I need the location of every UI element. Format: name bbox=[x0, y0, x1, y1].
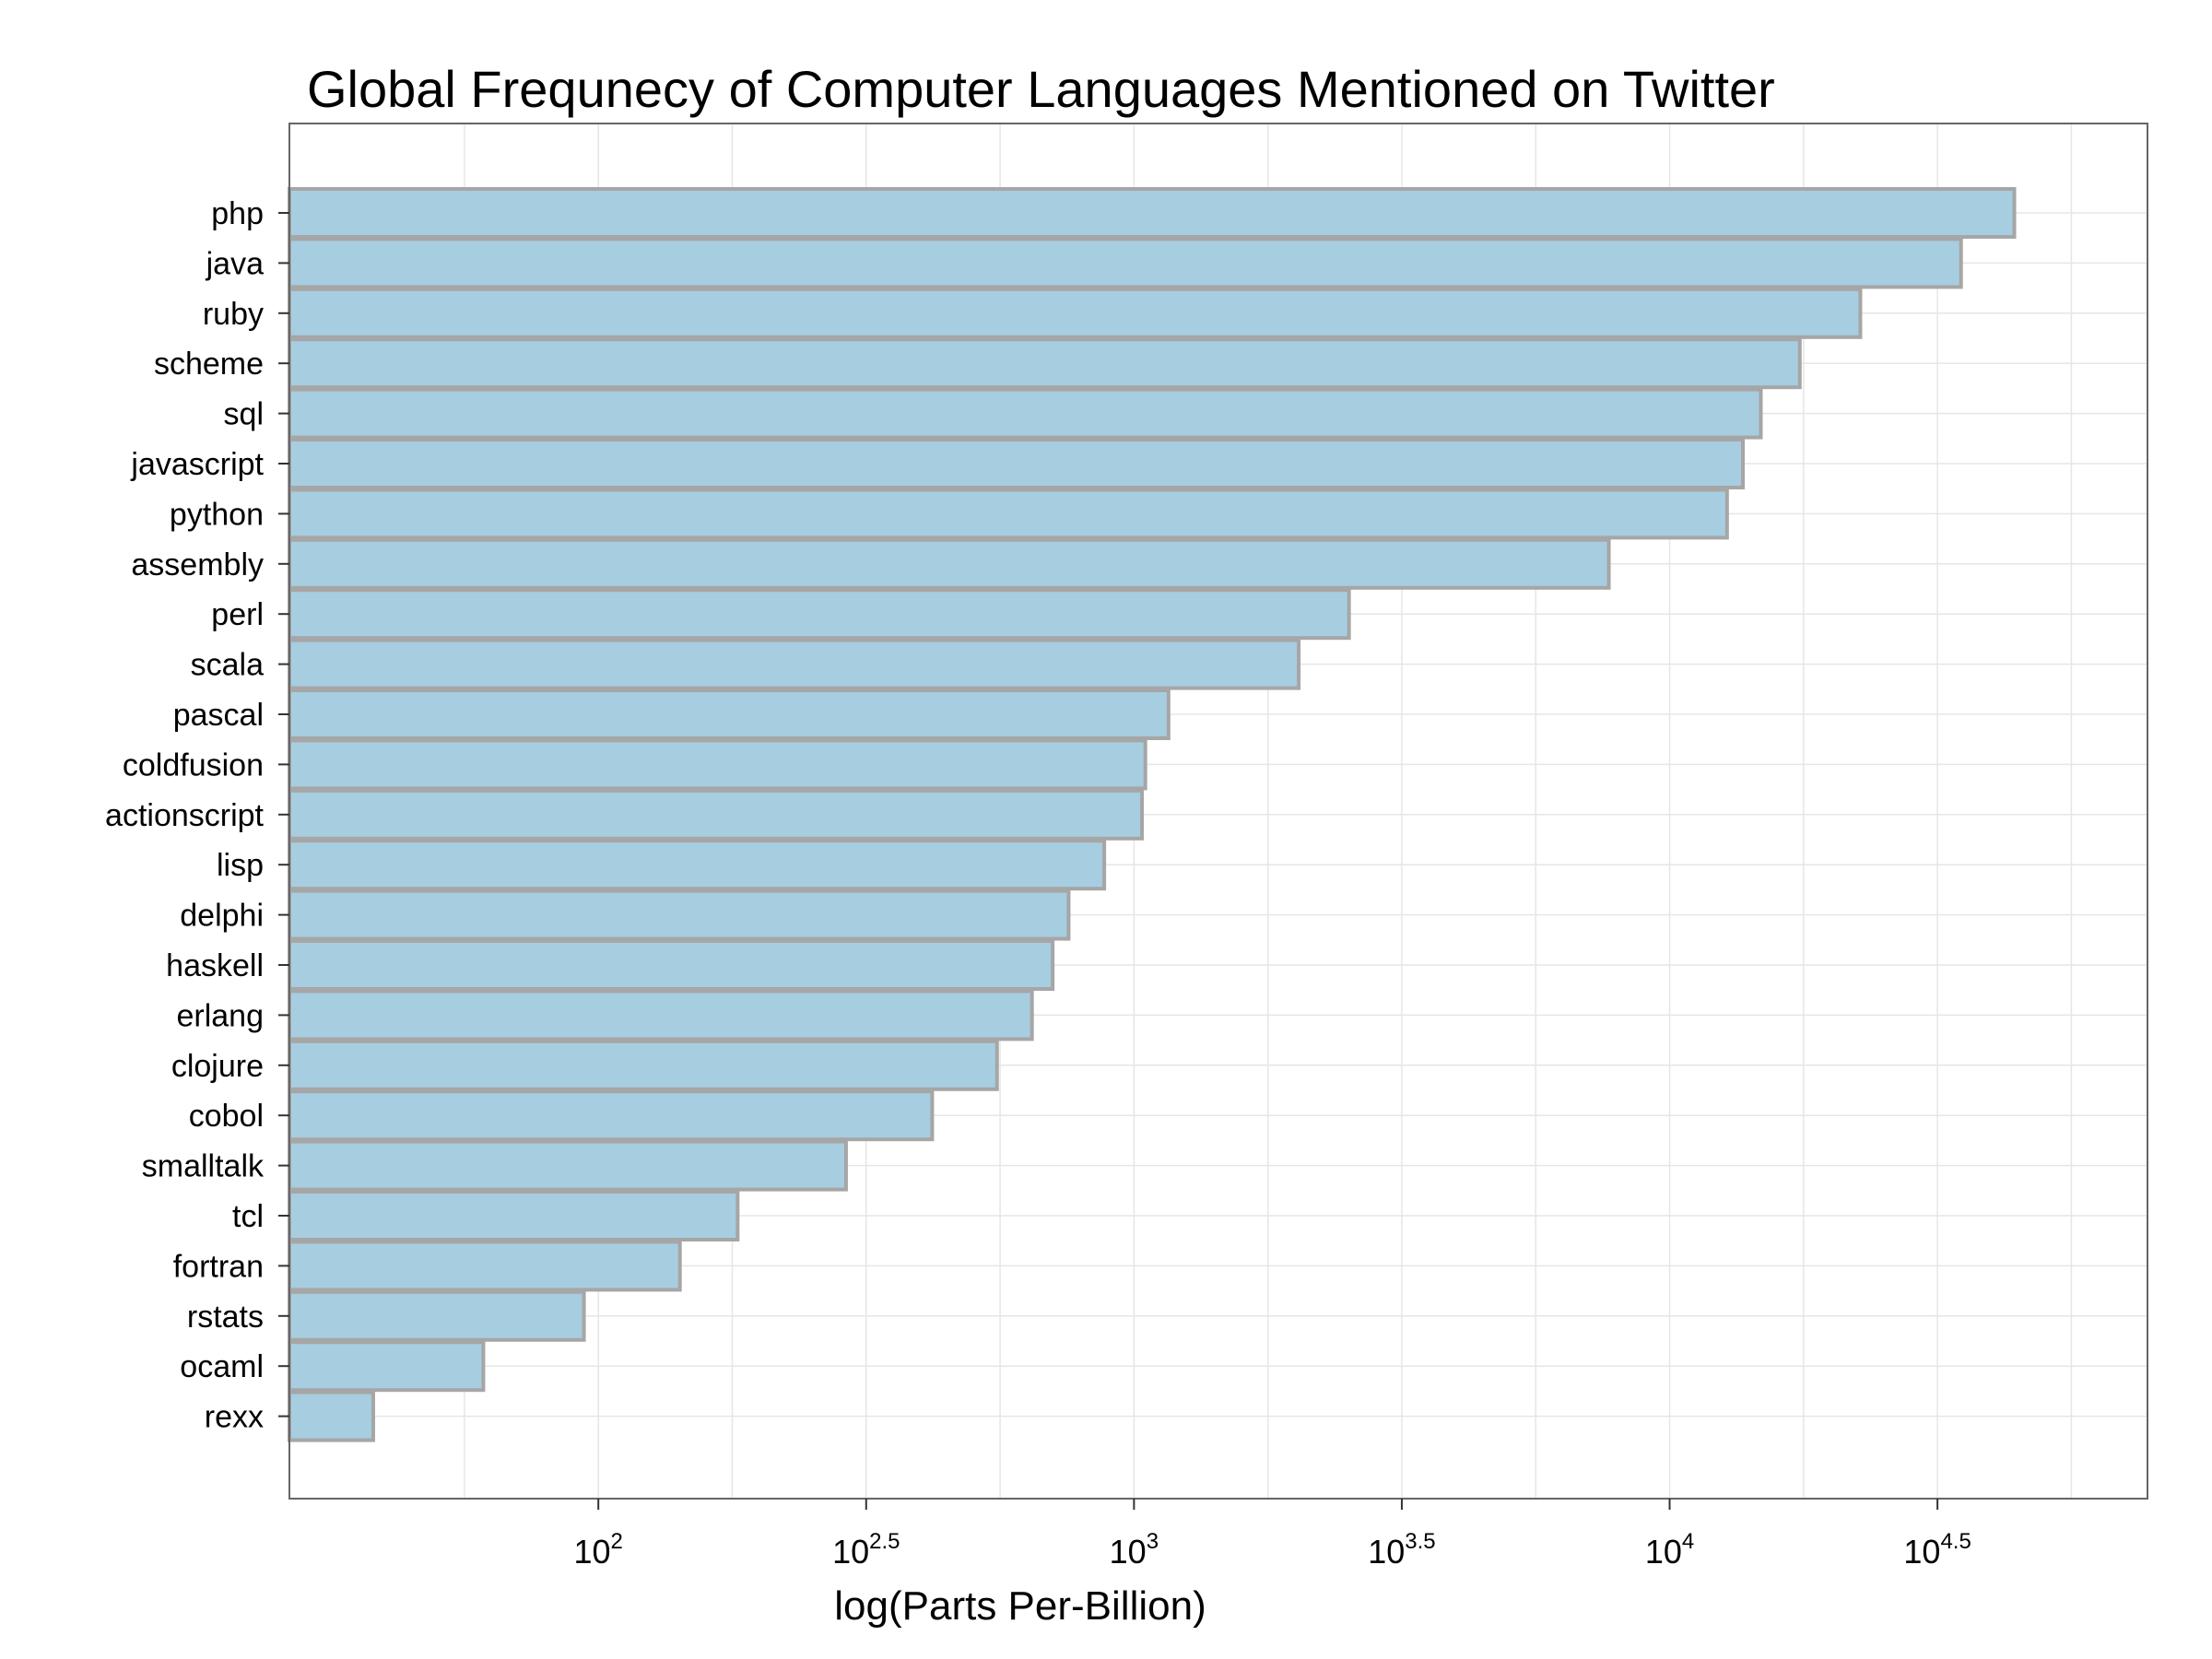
y-tick-label-pascal: pascal bbox=[173, 698, 264, 733]
bar-clojure bbox=[288, 1039, 999, 1091]
y-tick-label-smalltalk: smalltalk bbox=[142, 1149, 265, 1184]
y-tick-label-ocaml: ocaml bbox=[180, 1349, 264, 1384]
x-axis-title: log(Parts Per-Billion) bbox=[834, 1583, 1206, 1629]
y-tick-label-scala: scala bbox=[191, 648, 264, 683]
bar-java bbox=[288, 237, 1963, 289]
y-tick-label-ruby: ruby bbox=[203, 297, 264, 332]
y-tick-label-haskell: haskell bbox=[166, 948, 264, 983]
y-tick-label-rexx: rexx bbox=[205, 1400, 264, 1435]
bar-ruby bbox=[288, 287, 1863, 339]
bar-coldfusion bbox=[288, 738, 1147, 791]
bar-fortran bbox=[288, 1240, 682, 1292]
y-tick-label-erlang: erlang bbox=[176, 998, 264, 1033]
x-tick-label: 104 bbox=[1645, 1529, 1694, 1571]
bar-rexx bbox=[288, 1390, 375, 1442]
y-tick-label-clojure: clojure bbox=[171, 1049, 264, 1084]
bar-scheme bbox=[288, 337, 1802, 390]
bar-cobol bbox=[288, 1089, 935, 1142]
x-tick-label: 102.5 bbox=[832, 1529, 900, 1571]
bar-delphi bbox=[288, 888, 1071, 941]
y-axis: php java ruby scheme sql javascript python asse… bbox=[105, 196, 289, 1435]
x-axis: 102 102.5 103 103.5 104 104.5 bbox=[573, 1499, 1971, 1571]
y-tick-label-rstats: rstats bbox=[187, 1300, 264, 1335]
bar-tcl bbox=[288, 1190, 740, 1241]
y-tick-label-sql: sql bbox=[224, 397, 264, 432]
y-tick-label-assembly: assembly bbox=[131, 547, 264, 582]
bar-smalltalk bbox=[288, 1139, 848, 1192]
y-tick-label-java: java bbox=[206, 246, 264, 281]
y-tick-label-perl: perl bbox=[211, 597, 264, 632]
bar-python bbox=[288, 488, 1729, 540]
plot-panel bbox=[288, 123, 2148, 1500]
y-tick-label-actionscript: actionscript bbox=[105, 798, 265, 833]
bar-php bbox=[288, 187, 2017, 239]
bar-ocaml bbox=[288, 1340, 486, 1393]
x-tick-label: 104.5 bbox=[1903, 1529, 1971, 1571]
y-tick-label-coldfusion: coldfusion bbox=[123, 747, 264, 782]
y-tick-label-scheme: scheme bbox=[154, 347, 264, 382]
y-tick-label-python: python bbox=[170, 497, 264, 532]
bar-pascal bbox=[288, 688, 1171, 740]
y-tick-label-lisp: lisp bbox=[217, 848, 264, 883]
y-tick-label-php: php bbox=[211, 196, 264, 231]
y-tick-label-tcl: tcl bbox=[232, 1199, 264, 1234]
bar-rstats bbox=[288, 1289, 586, 1342]
bar-sql bbox=[288, 387, 1763, 440]
bar-javascript bbox=[288, 438, 1745, 489]
bars bbox=[288, 187, 2017, 1442]
bar-haskell bbox=[288, 939, 1055, 991]
x-tick-label: 103.5 bbox=[1368, 1529, 1435, 1571]
bar-assembly bbox=[288, 537, 1611, 590]
y-tick-label-delphi: delphi bbox=[180, 899, 264, 934]
x-tick-label: 102 bbox=[573, 1529, 622, 1571]
bar-actionscript bbox=[288, 788, 1145, 841]
bar-scala bbox=[288, 638, 1301, 690]
y-tick-label-fortran: fortran bbox=[173, 1249, 264, 1284]
bar-erlang bbox=[288, 989, 1034, 1041]
bar-perl bbox=[288, 588, 1351, 641]
x-tick-label: 103 bbox=[1110, 1529, 1159, 1571]
y-tick-label-cobol: cobol bbox=[189, 1099, 264, 1134]
y-tick-label-javascript: javascript bbox=[130, 447, 264, 482]
chart-title: Global Frequnecy of Computer Languages M… bbox=[307, 60, 1775, 118]
bar-lisp bbox=[288, 839, 1107, 891]
